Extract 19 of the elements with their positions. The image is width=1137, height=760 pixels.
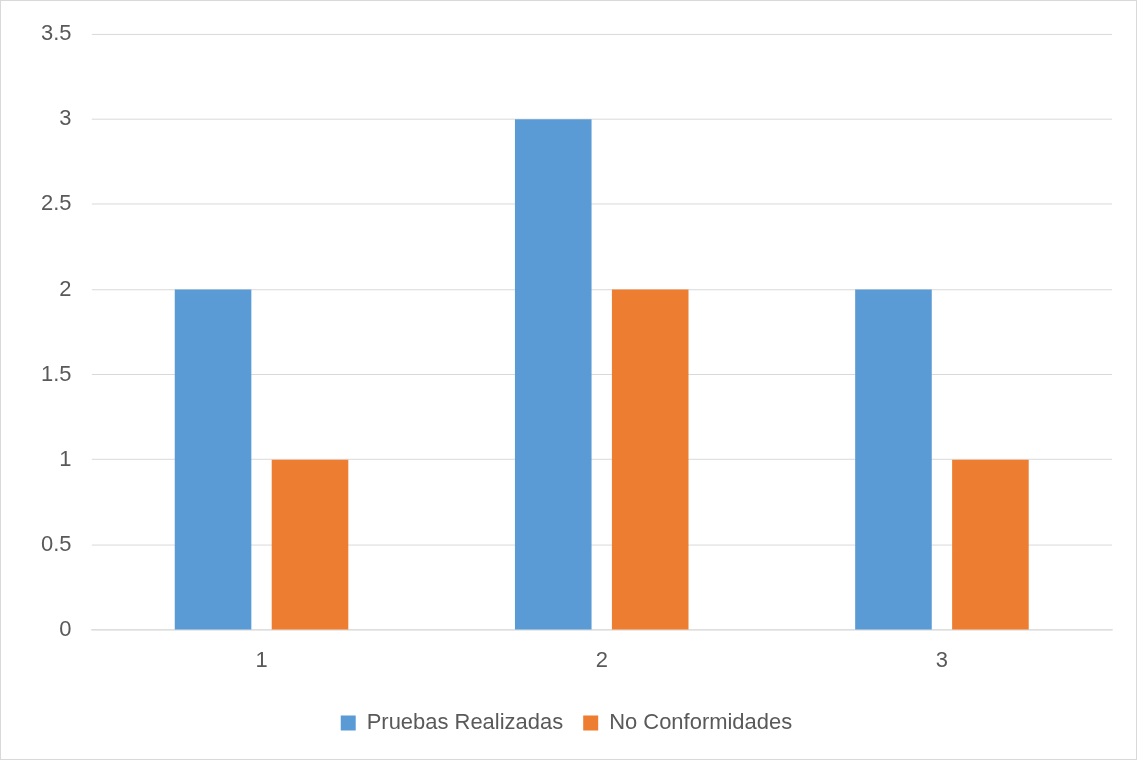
y-tick-label: 1 [59,445,72,471]
y-tick-label: 0.5 [40,530,72,556]
bar [174,289,252,630]
bar [611,289,689,630]
y-tick-label: 0 [59,616,72,641]
bar [952,459,1029,630]
legend-label: Pruebas Realizadas [366,709,564,735]
x-tick-label: 2 [595,647,608,673]
bar [514,119,592,630]
y-tick-label: 2 [59,275,72,301]
x-tick-label: 1 [255,647,268,673]
legend-label: No Conformidades [609,709,793,735]
y-tick-label: 2.5 [40,190,72,216]
bar [855,289,932,630]
x-tick-label: 3 [935,647,949,673]
y-tick-label: 1.5 [40,360,72,386]
y-tick-label: 3.5 [40,20,72,46]
y-tick-label: 3 [59,105,72,131]
bar [271,459,349,630]
